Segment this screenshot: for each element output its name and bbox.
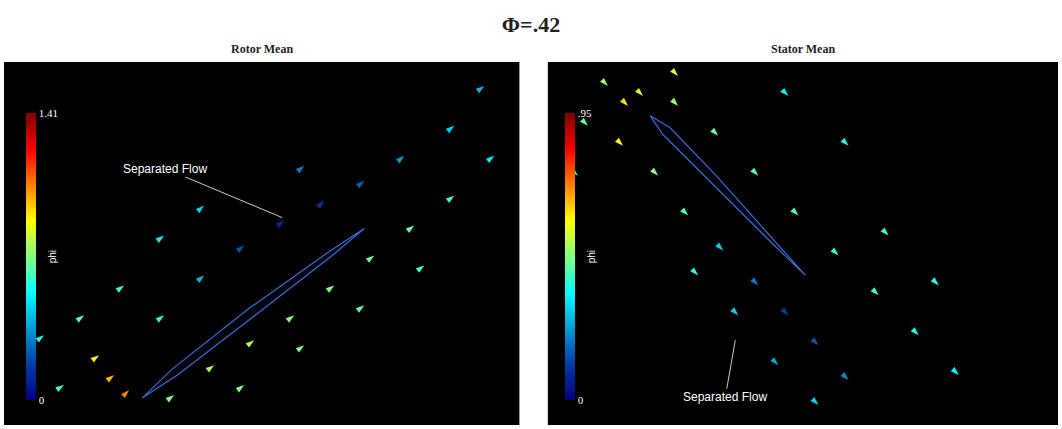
- svg-text:.95: .95: [578, 107, 592, 119]
- svg-text:0: 0: [578, 394, 584, 406]
- svg-text:Φ=.42: Φ=.42: [502, 12, 560, 37]
- svg-text:Separated Flow: Separated Flow: [683, 390, 767, 404]
- svg-text:1.41: 1.41: [39, 107, 58, 119]
- svg-text:phi: phi: [47, 250, 58, 263]
- svg-text:phi: phi: [586, 250, 597, 263]
- svg-text:Rotor Mean: Rotor Mean: [231, 42, 293, 56]
- svg-text:0: 0: [39, 394, 45, 406]
- svg-text:Stator Mean: Stator Mean: [771, 42, 835, 56]
- svg-text:Separated Flow: Separated Flow: [123, 162, 207, 176]
